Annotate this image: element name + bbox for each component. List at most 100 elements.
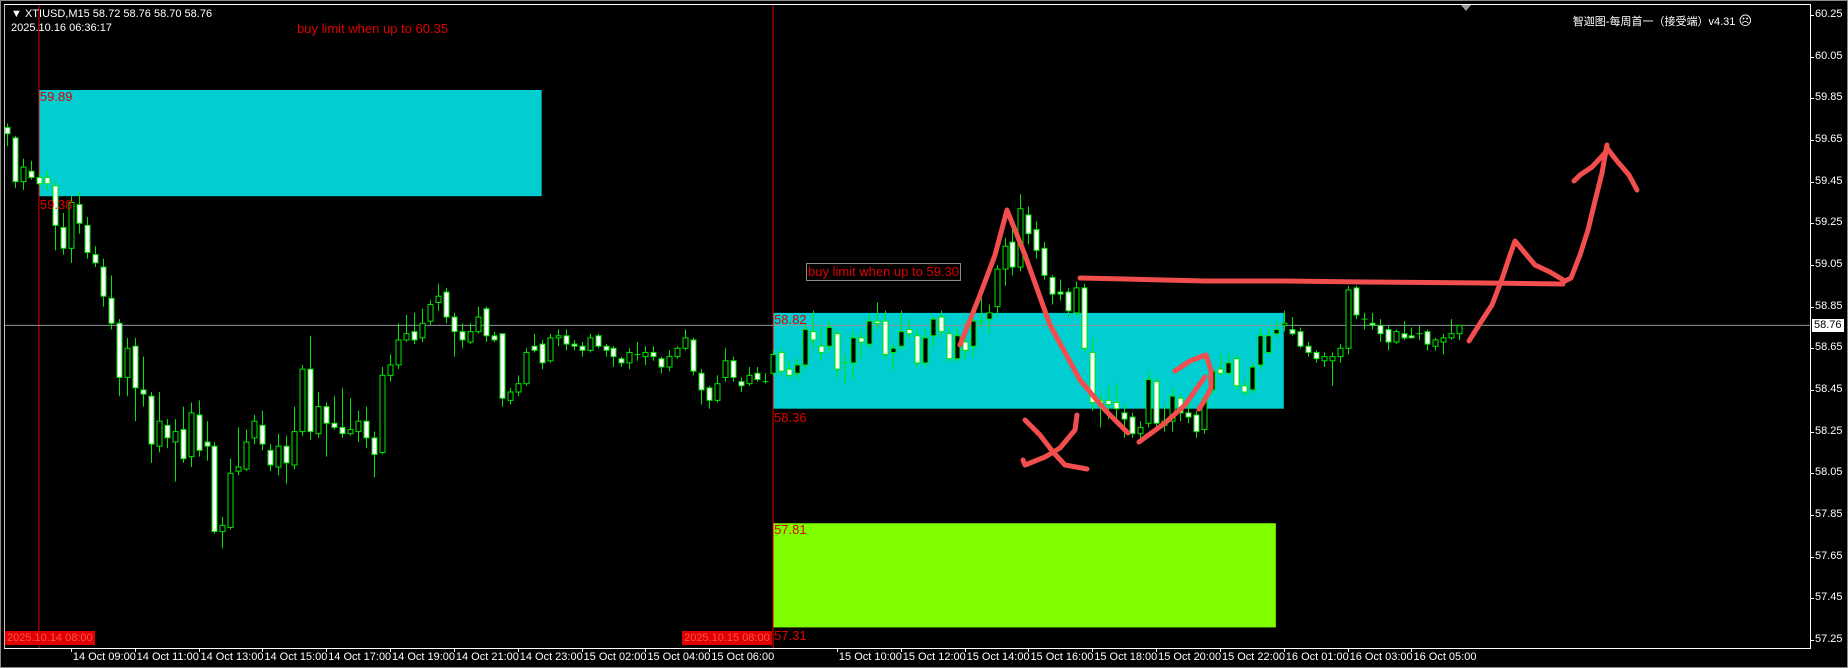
candle [634, 342, 641, 361]
candle-body [1456, 324, 1463, 335]
time-tick [262, 648, 264, 652]
zone-top-label: 59.89 [39, 88, 73, 104]
price-axis-label: 59.45 [1815, 174, 1843, 187]
candle [188, 402, 195, 468]
candle [1241, 379, 1248, 397]
candle-body [858, 337, 865, 343]
candle-body [579, 345, 586, 351]
candle-body [379, 374, 386, 453]
price-axis-label: 59.25 [1815, 216, 1843, 229]
candle [1448, 319, 1455, 340]
candle-body [1185, 412, 1192, 418]
candle [331, 396, 338, 430]
candle-body [738, 381, 745, 387]
chart-shift-marker-icon[interactable] [1461, 5, 1471, 11]
price-axis-label: 57.85 [1815, 507, 1843, 520]
time-tick [964, 648, 966, 652]
chart-plot-area[interactable]: ▼ XTIUSD,M15 58.72 58.76 58.70 58.76 202… [4, 4, 1811, 649]
symbol-header[interactable]: ▼ XTIUSD,M15 58.72 58.76 58.70 58.76 [11, 8, 212, 20]
candle-body [746, 374, 753, 385]
candle-body [251, 420, 258, 439]
candle [762, 373, 769, 384]
time-axis-label: 14 Oct 09:00 [72, 651, 136, 663]
candle-body [1049, 276, 1056, 295]
candle [1073, 281, 1080, 318]
candle-body [1273, 329, 1280, 335]
candle-body [986, 312, 993, 320]
candle-body [547, 337, 554, 362]
note-buy-limit-60-35[interactable]: buy limit when up to 60.35 [297, 21, 449, 36]
candle [1257, 327, 1264, 370]
time-axis-label: 15 Oct 22:00 [1221, 651, 1285, 663]
time-axis-label: 16 Oct 03:00 [1349, 651, 1413, 663]
candle-body [44, 176, 51, 185]
candle-body [1169, 395, 1176, 422]
price-tick [1810, 389, 1814, 391]
candle [866, 314, 873, 349]
candle [946, 327, 953, 363]
candle [818, 327, 825, 361]
time-axis-label: 14 Oct 17:00 [328, 651, 392, 663]
time-axis-label: 14 Oct 13:00 [200, 651, 264, 663]
candle [148, 392, 155, 463]
candle [1353, 285, 1360, 320]
candle [507, 387, 514, 405]
candle-body [12, 137, 19, 183]
candle-body [1321, 356, 1328, 362]
price-axis-label: 57.25 [1815, 632, 1843, 645]
candle-body [1265, 335, 1272, 353]
collapse-triangle-icon[interactable]: ▼ [11, 8, 22, 20]
candle [587, 333, 594, 353]
candle-body [618, 358, 625, 364]
candle-body [307, 368, 314, 433]
candle [419, 308, 426, 343]
candle [650, 346, 657, 361]
candle [1369, 312, 1376, 330]
time-axis-label: 15 Oct 06:00 [711, 651, 775, 663]
price-chart[interactable] [5, 5, 1810, 648]
candle-body [28, 170, 35, 178]
note-buy-limit-59-30[interactable]: buy limit when up to 59.30 [806, 263, 962, 281]
candle-body [68, 201, 75, 249]
candle-body [1225, 362, 1232, 374]
candle [1145, 371, 1152, 428]
session-time-marker: 2025.10.14 08:00 [5, 631, 95, 645]
time-tick [326, 648, 328, 652]
candle-body [435, 295, 442, 303]
time-tick [836, 648, 838, 652]
candle [1440, 333, 1447, 355]
candle [938, 310, 945, 338]
candle-body [962, 341, 969, 351]
zone-rect-3[interactable] [773, 523, 1276, 628]
candle [1408, 327, 1415, 339]
price-axis-label: 60.05 [1815, 49, 1843, 62]
candle-body [523, 351, 530, 385]
candle-body [906, 329, 913, 335]
candle [539, 339, 546, 370]
candle-body [1401, 333, 1408, 339]
zone-rect-2[interactable] [773, 312, 1284, 409]
candle [68, 196, 75, 263]
candle-body [650, 351, 657, 358]
candle [1393, 329, 1400, 345]
candle [555, 329, 562, 347]
candle-body [108, 297, 115, 324]
candle [1297, 327, 1304, 349]
candle-body [299, 368, 306, 433]
candle [347, 398, 354, 436]
candle [443, 287, 450, 324]
candle-body [188, 412, 195, 458]
candle [882, 310, 889, 359]
candle-body [1345, 289, 1352, 349]
candle-body [475, 316, 482, 333]
zone-rect-1[interactable] [38, 89, 542, 197]
candle-body [1305, 345, 1312, 353]
candle [1025, 206, 1032, 245]
time-tick [1156, 648, 1158, 652]
zone-bottom-label: 59.38 [39, 197, 73, 213]
candle [1193, 410, 1200, 438]
candle-body [355, 420, 362, 433]
candle [579, 342, 586, 357]
candle-body [116, 322, 123, 378]
